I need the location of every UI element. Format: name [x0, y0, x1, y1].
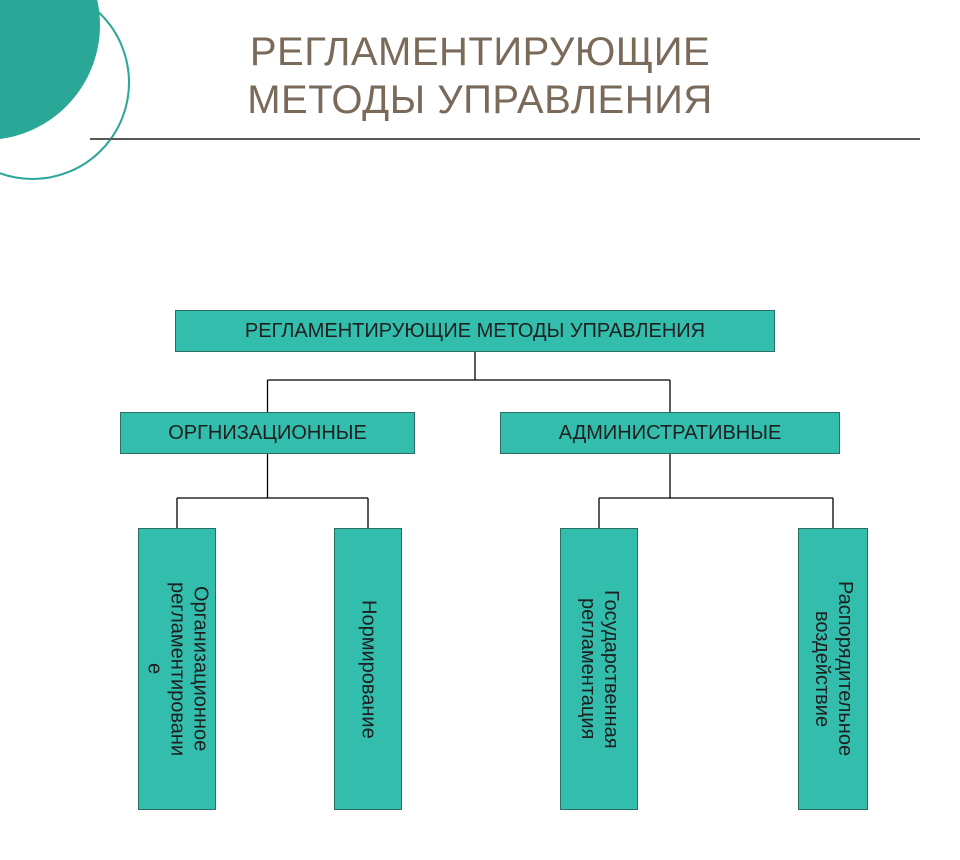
- title-line-2: МЕТОДЫ УПРАВЛЕНИЯ: [247, 78, 713, 122]
- level2-label-org: ОРГНИЗАЦИОННЫЕ: [168, 422, 367, 445]
- title-line-1: РЕГЛАМЕНТИРУЮЩИЕ: [250, 30, 710, 74]
- leaf-label-0: Организационное регламентировани е: [143, 582, 212, 756]
- leaf-label-3: Распорядительное воздействие: [810, 581, 856, 756]
- level2-label-admin: АДМИНИСТРАТИВНЫЕ: [559, 422, 782, 445]
- root-label: РЕГЛАМЕНТИРУЮЩИЕ МЕТОДЫ УПРАВЛЕНИЯ: [245, 320, 705, 343]
- leaf-label-2: Государственная регламентация: [576, 590, 622, 749]
- leaf-node-3: Распорядительное воздействие: [798, 528, 868, 810]
- leaf-label-1: Нормирование: [357, 600, 380, 739]
- leaf-node-0: Организационное регламентировани е: [138, 528, 216, 810]
- page-title: РЕГЛАМЕНТИРУЮЩИЕ МЕТОДЫ УПРАВЛЕНИЯ: [0, 0, 960, 124]
- level2-node-admin: АДМИНИСТРАТИВНЫЕ: [500, 412, 840, 454]
- hierarchy-diagram: РЕГЛАМЕНТИРУЮЩИЕ МЕТОДЫ УПРАВЛЕНИЯ ОРГНИ…: [0, 140, 960, 700]
- level2-node-org: ОРГНИЗАЦИОННЫЕ: [120, 412, 415, 454]
- leaf-node-1: Нормирование: [334, 528, 402, 810]
- leaf-node-2: Государственная регламентация: [560, 528, 638, 810]
- root-node: РЕГЛАМЕНТИРУЮЩИЕ МЕТОДЫ УПРАВЛЕНИЯ: [175, 310, 775, 352]
